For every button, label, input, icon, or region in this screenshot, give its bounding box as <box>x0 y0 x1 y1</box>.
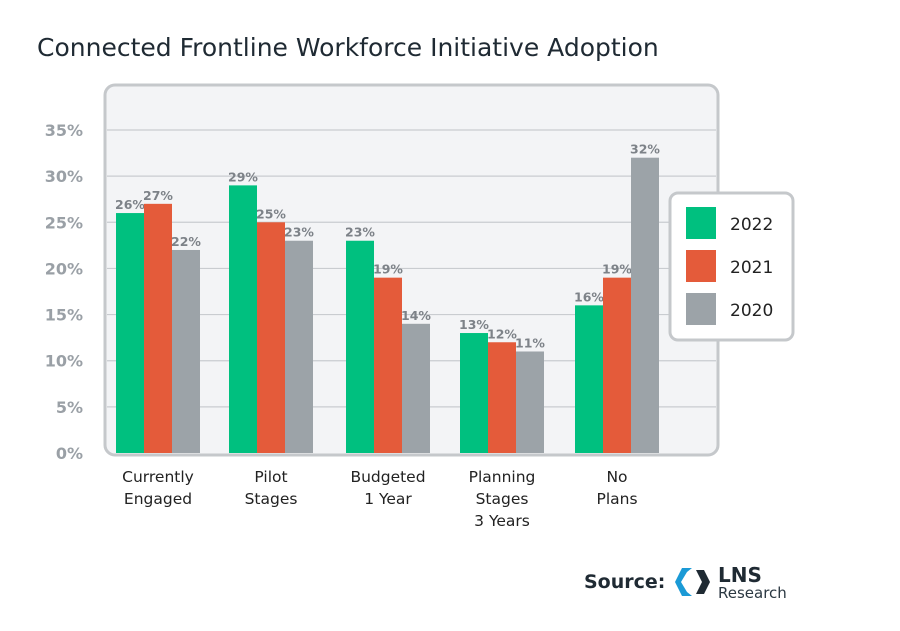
y-tick-label: 35% <box>45 121 83 140</box>
bar-2020 <box>172 249 200 453</box>
bar-2021 <box>488 342 516 453</box>
x-category-label: Planning <box>469 468 536 486</box>
data-label: 16% <box>574 289 604 304</box>
bar-2020 <box>631 157 659 453</box>
y-tick-label: 15% <box>45 306 83 325</box>
bar-2021 <box>603 277 631 453</box>
bar-2022 <box>346 240 374 453</box>
x-category-label: 1 Year <box>364 490 412 508</box>
x-category-label: Stages <box>476 490 529 508</box>
source-label: Source: <box>584 571 665 593</box>
x-category-label: No <box>606 468 627 486</box>
bar-2020 <box>285 240 313 453</box>
data-label: 13% <box>459 317 489 332</box>
data-label: 12% <box>487 326 517 341</box>
data-label: 32% <box>630 142 660 157</box>
bar-2021 <box>144 203 172 453</box>
y-tick-label: 0% <box>56 444 83 463</box>
bar-2021 <box>374 277 402 453</box>
logo-subtext: Research <box>718 584 787 602</box>
data-label: 22% <box>171 234 201 249</box>
legend-swatch-2022 <box>686 207 716 239</box>
legend-swatch-2021 <box>686 250 716 282</box>
data-label: 23% <box>345 225 375 240</box>
bar-2022 <box>460 333 488 453</box>
x-category-label: Stages <box>245 490 298 508</box>
data-label: 19% <box>602 262 632 277</box>
y-tick-label: 5% <box>56 398 83 417</box>
x-category-label: Engaged <box>124 490 192 508</box>
data-label: 27% <box>143 188 173 203</box>
legend-swatch-2020 <box>686 293 716 325</box>
x-category-label: Plans <box>596 490 637 508</box>
logo-text: LNS <box>718 563 762 587</box>
lns-logo-icon <box>675 568 710 596</box>
data-label: 14% <box>401 308 431 323</box>
data-label: 23% <box>284 225 314 240</box>
data-label: 19% <box>373 262 403 277</box>
bar-2021 <box>257 222 285 453</box>
bar-2022 <box>116 213 144 453</box>
x-category-label: Budgeted <box>350 468 425 486</box>
y-tick-label: 30% <box>45 167 83 186</box>
bar-2022 <box>575 305 603 453</box>
legend-label: 2021 <box>730 258 773 278</box>
x-category-label: Pilot <box>254 468 287 486</box>
y-tick-label: 20% <box>45 259 83 278</box>
data-label: 29% <box>228 169 258 184</box>
data-label: 25% <box>256 206 286 221</box>
source-credit: Source: LNS Research <box>584 563 787 602</box>
y-tick-label: 10% <box>45 352 83 371</box>
x-category-label: 3 Years <box>474 512 530 530</box>
data-label: 26% <box>115 197 145 212</box>
bar-2020 <box>516 351 544 453</box>
chart-title: Connected Frontline Workforce Initiative… <box>37 33 659 62</box>
bar-2020 <box>402 323 430 453</box>
legend-label: 2020 <box>730 301 773 321</box>
legend-label: 2022 <box>730 215 773 235</box>
y-tick-label: 25% <box>45 213 83 232</box>
data-label: 11% <box>515 335 545 350</box>
x-category-label: Currently <box>122 468 194 486</box>
bar-2022 <box>229 185 257 453</box>
